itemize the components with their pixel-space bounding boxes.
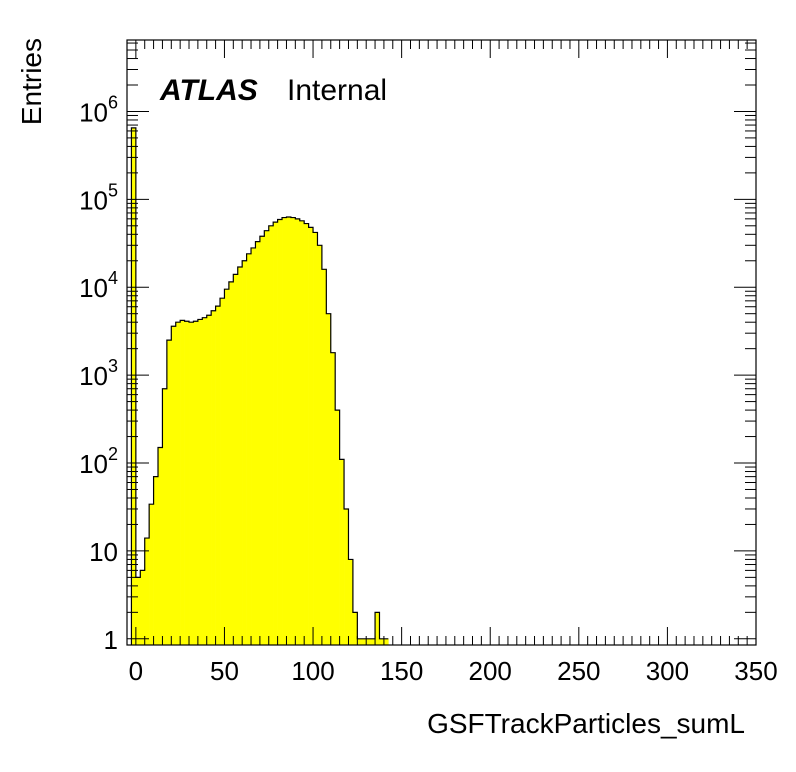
histogram-bar: [370, 638, 376, 645]
histogram-bar: [352, 612, 358, 645]
histogram-bar: [383, 638, 389, 645]
x-tick-label: 250: [557, 656, 600, 686]
histogram-bar: [158, 447, 163, 645]
histogram-bar: [184, 321, 190, 645]
histogram-bar: [140, 570, 146, 645]
histogram-bar: [357, 638, 363, 645]
histogram-bar: [251, 247, 256, 645]
histogram-bar: [135, 577, 141, 645]
histogram-bar: [255, 241, 261, 645]
histogram-bar: [202, 317, 208, 645]
histogram-bar: [335, 410, 340, 645]
plot-frame: [126, 39, 757, 646]
histogram-bar: [242, 260, 247, 645]
histogram-bar: [228, 281, 234, 645]
histogram-bar: [233, 274, 239, 645]
x-tick-label: 100: [291, 656, 334, 686]
histogram-bar: [215, 306, 221, 645]
x-tick-label: 150: [380, 656, 423, 686]
x-tick-label: 200: [469, 656, 512, 686]
x-tick-label: 350: [734, 656, 777, 686]
histogram-bar: [326, 313, 332, 645]
histogram-bar: [180, 320, 185, 645]
histogram-bars: [131, 127, 389, 646]
histogram-bar: [131, 127, 137, 645]
histogram-bar: [206, 315, 212, 645]
histogram-bar: [330, 352, 336, 645]
histogram-bar: [211, 310, 216, 645]
histogram-bar: [344, 508, 349, 645]
y-tick-label: 105: [79, 180, 118, 215]
atlas-label: ATLAS: [159, 74, 258, 107]
y-tick-label: 10: [89, 537, 118, 567]
y-tick-label: 103: [79, 356, 118, 391]
histogram-bar: [379, 638, 385, 645]
histogram-bar: [246, 253, 252, 646]
histogram-bar: [197, 319, 203, 645]
histogram-outline: [130, 127, 389, 645]
histogram-bar: [149, 504, 154, 645]
y-tick-label: 1: [104, 625, 118, 655]
histogram-bar: [193, 321, 199, 645]
histogram-bar: [282, 217, 287, 645]
histogram-bar: [317, 245, 323, 645]
histogram-bar: [361, 638, 367, 645]
histogram-bar: [348, 559, 354, 645]
internal-label: Internal: [287, 74, 387, 107]
histogram-bar: [313, 232, 318, 646]
y-tick-labels: 1 10 102 103 104 105 106: [79, 92, 118, 654]
axis-ticks: [126, 40, 757, 645]
x-tick-label: 300: [646, 656, 689, 686]
histogram-bar: [175, 322, 181, 645]
y-tick-label: 102: [79, 444, 118, 479]
histogram-bar: [339, 459, 345, 645]
histogram-bar: [220, 298, 225, 645]
histogram-bar: [375, 612, 380, 645]
histogram-bar: [304, 223, 309, 645]
histogram-bar: [153, 476, 159, 645]
x-tick-label: 0: [129, 656, 143, 686]
y-tick-label: 104: [79, 268, 118, 303]
histogram-bar: [366, 638, 371, 645]
histogram-bar: [321, 269, 327, 645]
histogram-bar: [286, 216, 292, 645]
histogram-bar: [299, 220, 305, 645]
histogram-bar: [224, 289, 230, 645]
histogram-bar: [259, 236, 265, 645]
histogram-bar: [268, 225, 274, 645]
histogram-bar: [290, 217, 296, 645]
x-axis-title: GSFTrackParticles_sumL: [427, 708, 745, 739]
histogram-bar: [166, 340, 172, 645]
histogram-bar: [264, 230, 270, 645]
histogram-bar: [237, 266, 243, 645]
histogram-bar: [171, 326, 177, 645]
histogram-bar: [273, 222, 278, 645]
histogram-bar: [277, 219, 283, 645]
histogram-bar: [295, 218, 301, 645]
x-tick-labels: 0 50 100 150 200 250 300 350: [129, 656, 778, 686]
y-axis-title: Entries: [16, 38, 47, 125]
y-tick-label: 106: [79, 92, 118, 127]
histogram-bar: [162, 388, 168, 645]
histogram-bar: [144, 538, 150, 645]
histogram-bar: [308, 227, 314, 645]
histogram-bar: [189, 322, 194, 645]
x-tick-label: 50: [210, 656, 239, 686]
